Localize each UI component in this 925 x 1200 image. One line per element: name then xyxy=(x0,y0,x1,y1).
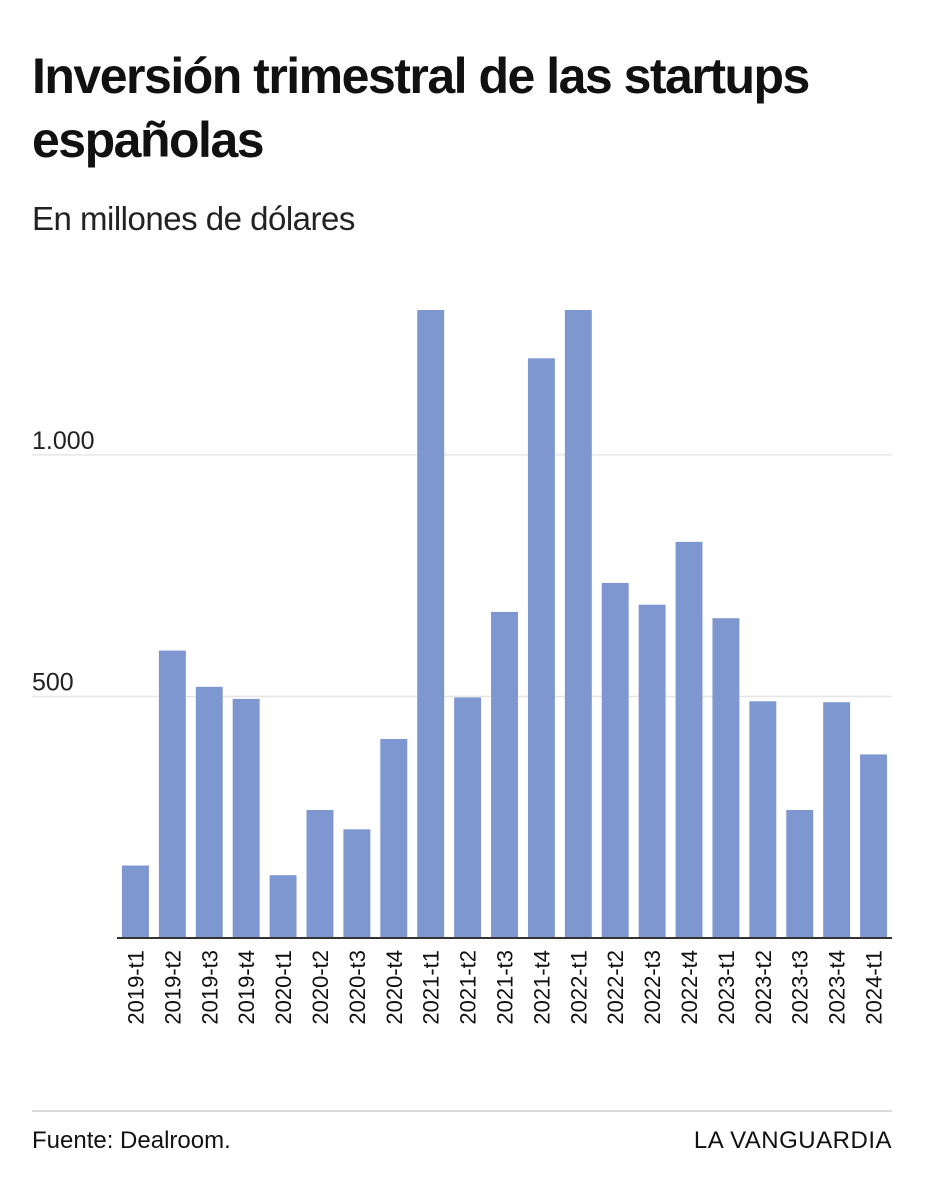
x-tick-label: 2021-t1 xyxy=(419,950,444,1025)
x-tick-label: 2020-t3 xyxy=(345,950,370,1025)
x-tick-label: 2019-t3 xyxy=(197,950,222,1025)
chart-subtitle: En millones de dólares xyxy=(32,200,355,237)
bar-2021-t2[interactable] xyxy=(454,697,482,938)
bar-2019-t4[interactable] xyxy=(232,698,260,938)
y-tick-label: 500 xyxy=(32,668,74,696)
x-tick-label: 2022-t4 xyxy=(677,950,702,1025)
bar-2020-t1[interactable] xyxy=(269,875,297,938)
bar-2019-t2[interactable] xyxy=(158,650,186,938)
bar-2020-t3[interactable] xyxy=(343,829,371,938)
bar-2021-t4[interactable] xyxy=(527,358,555,938)
x-tick-label: 2019-t4 xyxy=(234,950,259,1025)
bars xyxy=(121,310,888,938)
bar-2022-t2[interactable] xyxy=(601,582,629,938)
x-tick-label: 2022-t1 xyxy=(566,950,591,1025)
gridlines: 500 1.000 xyxy=(32,427,892,698)
x-tick-label: 2020-t1 xyxy=(271,950,296,1025)
bar-2023-t3[interactable] xyxy=(786,809,814,938)
bar-2022-t4[interactable] xyxy=(675,541,703,938)
bar-2023-t2[interactable] xyxy=(749,701,777,938)
bar-2023-t1[interactable] xyxy=(712,618,740,938)
source-note: Fuente: Dealroom. xyxy=(32,1127,231,1154)
x-tick-label: 2024-t1 xyxy=(862,950,887,1025)
x-tick-label: 2023-t4 xyxy=(825,950,850,1025)
brand-logo-text: LA VANGUARDIA xyxy=(693,1127,892,1154)
x-tick-label: 2021-t4 xyxy=(529,950,554,1025)
bar-2023-t4[interactable] xyxy=(823,702,851,938)
bar-2020-t2[interactable] xyxy=(306,809,334,938)
bar-2022-t1[interactable] xyxy=(564,310,592,938)
y-tick-label: 1.000 xyxy=(32,427,95,455)
x-tick-label: 2022-t2 xyxy=(603,950,628,1025)
bar-2019-t1[interactable] xyxy=(121,865,149,938)
x-tick-label: 2023-t2 xyxy=(751,950,776,1025)
bar-2021-t3[interactable] xyxy=(491,611,518,938)
bar-2020-t4[interactable] xyxy=(380,738,408,938)
bar-chart: 500 1.000 2019-t1 2019-t2 2019-t3 2019-t4 202… xyxy=(32,310,892,1025)
x-tick-label: 2020-t2 xyxy=(308,950,333,1025)
chart-title: Inversión trimestral de las startups esp… xyxy=(32,48,810,168)
x-tick-label: 2019-t1 xyxy=(123,950,148,1025)
bar-2021-t1[interactable] xyxy=(417,310,445,938)
x-tick-label: 2021-t2 xyxy=(456,950,481,1025)
x-tick-label: 2020-t4 xyxy=(382,950,407,1025)
bar-2019-t3[interactable] xyxy=(195,686,223,938)
bar-2022-t3[interactable] xyxy=(638,604,666,938)
x-tick-label: 2021-t3 xyxy=(493,950,518,1025)
footer-divider xyxy=(32,1110,892,1112)
x-tick-label: 2022-t3 xyxy=(640,950,665,1025)
category-labels: 2019-t1 2019-t2 2019-t3 2019-t4 2020-t1 2020-… xyxy=(123,950,886,1025)
x-tick-label: 2023-t1 xyxy=(714,950,739,1025)
x-tick-label: 2023-t3 xyxy=(788,950,813,1025)
bar-2024-t1[interactable] xyxy=(860,754,888,938)
x-tick-label: 2019-t2 xyxy=(160,950,185,1025)
